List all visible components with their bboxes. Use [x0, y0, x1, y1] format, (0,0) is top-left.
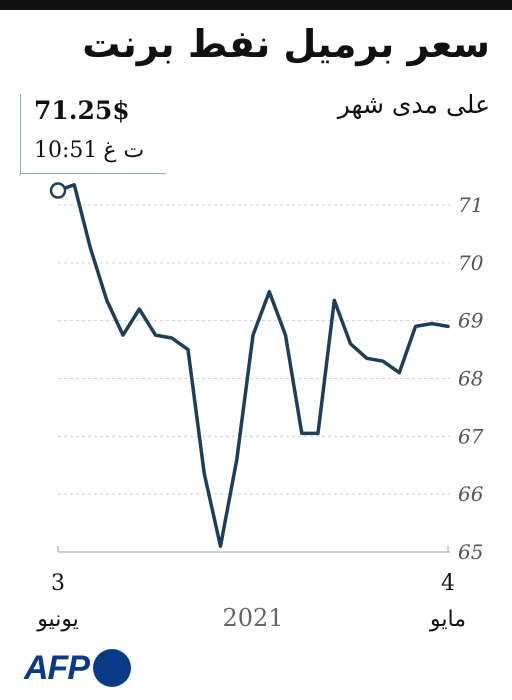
y-tick-label: 67 — [458, 424, 484, 448]
y-tick-label: 69 — [458, 309, 484, 333]
y-tick-label: 70 — [458, 251, 484, 275]
x-tick-day: 3 — [51, 571, 65, 596]
line-chart: 65 66 67 68 69 70 71 3 يونيو 4 مايو 2021 — [19, 174, 484, 632]
latest-time-suffix: ت غ — [103, 138, 145, 163]
afp-logo: AFP — [24, 648, 131, 688]
x-tick-month: مايو — [429, 607, 466, 632]
afp-logo-text: AFP — [24, 648, 90, 687]
latest-price: 71.25$ — [34, 96, 130, 125]
y-tick-label: 66 — [458, 482, 484, 506]
latest-point-marker — [49, 182, 67, 199]
x-tick-month: يونيو — [36, 607, 79, 632]
latest-time-value: 10:51 — [34, 138, 98, 163]
top-bar — [0, 0, 512, 10]
y-tick-label: 68 — [458, 367, 483, 391]
chart-subtitle: على مدى شهر — [337, 90, 490, 119]
afp-logo-dot — [93, 649, 131, 687]
latest-time: 10:51 ت غ — [34, 138, 144, 163]
x-axis-year: 2021 — [222, 604, 283, 632]
latest-price-callout — [20, 94, 166, 174]
x-tick-day: 4 — [441, 571, 455, 596]
chart-title: سعر برميل نفط برنت — [82, 22, 490, 66]
price-series-line — [56, 183, 450, 548]
y-tick-label: 71 — [458, 193, 483, 217]
y-tick-label: 65 — [458, 540, 483, 564]
